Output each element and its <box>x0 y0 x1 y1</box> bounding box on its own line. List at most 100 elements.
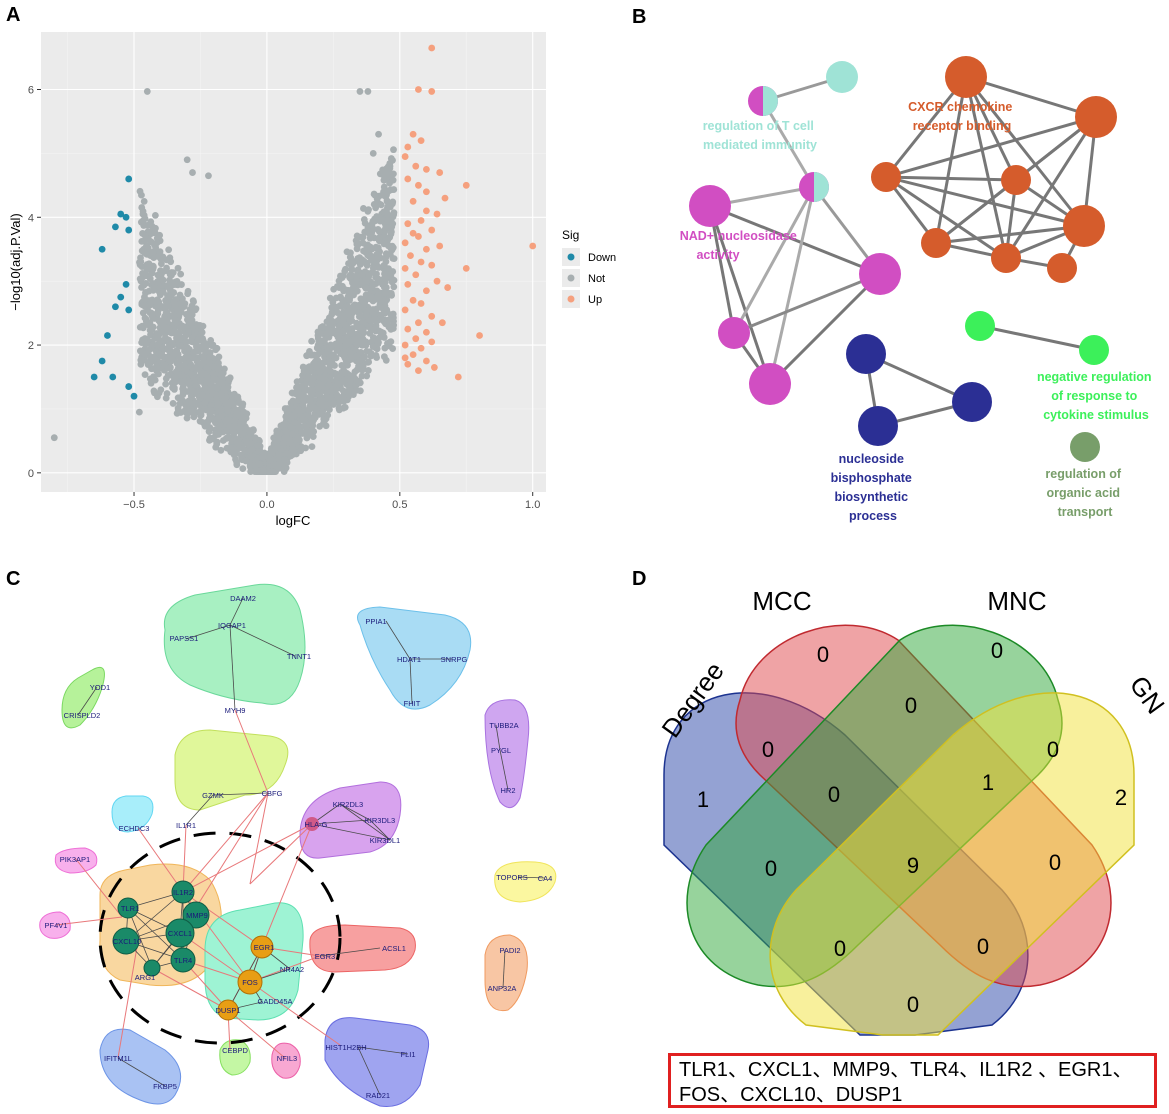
venn-label-mnc: MNC <box>987 586 1046 616</box>
point-not <box>215 359 222 367</box>
point-not <box>315 410 323 418</box>
point-not <box>316 375 324 382</box>
point-not <box>154 332 162 340</box>
point-not <box>313 363 321 371</box>
point-not <box>344 361 351 369</box>
point-not <box>224 383 232 391</box>
point-not <box>293 384 300 391</box>
point-not <box>348 329 355 337</box>
point-not <box>142 289 149 297</box>
svg-text:ECHDC3: ECHDC3 <box>119 824 150 833</box>
node-t-cell <box>826 61 858 93</box>
svg-text:RAD21: RAD21 <box>366 1091 390 1100</box>
svg-text:TNNT1: TNNT1 <box>287 652 311 661</box>
point-not <box>377 303 384 311</box>
point-not <box>365 273 373 281</box>
point-not <box>380 183 388 191</box>
point-not <box>343 286 351 294</box>
node-nucleoside-3 <box>858 406 898 446</box>
cluster-blob-pink-3 <box>271 1042 301 1079</box>
point-not <box>334 380 342 388</box>
svg-text:EGR1: EGR1 <box>254 943 274 952</box>
point-not <box>385 322 393 330</box>
point-not <box>191 306 199 314</box>
point-not <box>387 155 395 162</box>
network-edges <box>708 75 1098 428</box>
point-not <box>364 358 372 366</box>
point-not <box>170 280 178 288</box>
point-not <box>315 390 322 398</box>
point-not <box>356 312 364 319</box>
point-not <box>335 322 343 330</box>
label-nucleoside: nucleoside bisphosphate biosynthetic pro… <box>831 452 916 523</box>
svg-text:PF4V1: PF4V1 <box>45 921 68 930</box>
point-down <box>130 392 138 400</box>
point-not <box>209 370 217 378</box>
point-not <box>359 362 367 370</box>
point-not <box>359 239 367 247</box>
cluster-blob-cyan <box>111 795 154 833</box>
point-not <box>357 295 365 303</box>
point-not <box>260 467 268 475</box>
point-not <box>388 244 395 252</box>
point-not <box>149 286 157 294</box>
point-not <box>237 451 245 459</box>
point-up <box>409 296 417 304</box>
point-not <box>177 361 185 369</box>
point-not <box>339 378 347 386</box>
point-not <box>373 195 381 203</box>
cluster-blob-pink-2 <box>39 911 71 939</box>
point-not <box>379 280 386 288</box>
point-not <box>174 264 182 272</box>
point-not <box>231 416 239 424</box>
cluster-blob-salmon <box>484 934 528 1012</box>
point-not <box>390 146 397 154</box>
point-not <box>370 316 378 324</box>
point-not <box>302 422 310 430</box>
point-not <box>324 393 332 401</box>
point-down <box>125 226 133 234</box>
point-not <box>164 371 172 379</box>
point-not <box>248 453 256 461</box>
point-not <box>156 291 164 299</box>
point-down <box>117 293 125 301</box>
point-not <box>266 456 274 464</box>
svg-text:FKBP5: FKBP5 <box>153 1082 177 1091</box>
point-not <box>347 249 354 257</box>
point-not <box>308 380 316 388</box>
svg-text:TLR1: TLR1 <box>121 904 139 913</box>
point-not <box>325 381 333 388</box>
point-not <box>354 255 362 262</box>
point-not <box>243 438 251 446</box>
point-not <box>194 335 202 343</box>
point-not <box>156 337 164 345</box>
point-up <box>401 341 409 349</box>
point-not <box>297 447 305 455</box>
point-not <box>384 316 392 324</box>
count-mnc-gn: 0 <box>1047 737 1059 762</box>
cluster-blob-sky <box>357 606 472 710</box>
point-not <box>366 243 374 251</box>
point-not <box>217 390 225 398</box>
point-not <box>151 211 159 219</box>
point-not <box>380 176 388 184</box>
point-not <box>167 358 175 365</box>
hub-gene-line-2: FOS、CXCL10、DUSP1 <box>679 1084 903 1106</box>
point-not <box>209 389 217 397</box>
point-not <box>289 397 297 405</box>
point-not <box>328 311 336 318</box>
point-not <box>185 318 193 326</box>
point-up <box>412 271 420 279</box>
node-il1r2 <box>171 880 195 904</box>
point-not <box>335 328 342 336</box>
point-not <box>182 408 189 416</box>
point-not <box>383 210 391 218</box>
point-up <box>433 210 441 218</box>
point-not <box>207 336 215 344</box>
point-not <box>151 229 159 237</box>
point-up <box>412 335 420 343</box>
point-not <box>295 423 302 431</box>
point-not <box>369 217 377 225</box>
svg-text:TUBB2A: TUBB2A <box>489 721 518 730</box>
point-not <box>360 216 368 223</box>
